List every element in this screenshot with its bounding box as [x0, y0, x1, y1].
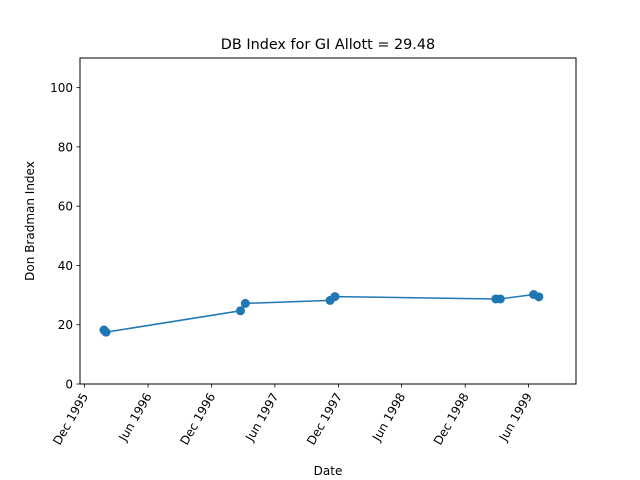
y-tick-label: 100 — [50, 81, 73, 95]
chart-title: DB Index for GI Allott = 29.48 — [221, 37, 435, 53]
y-tick-label: 60 — [58, 200, 73, 214]
data-point — [235, 306, 245, 316]
x-tick-label: Jun 1997 — [242, 391, 281, 445]
y-tick-label: 20 — [58, 318, 73, 332]
y-axis-label: Don Bradman Index — [23, 161, 37, 281]
data-point — [330, 292, 340, 302]
series-line — [103, 293, 540, 333]
y-tick-label: 80 — [58, 140, 73, 154]
x-tick-label: Dec 1998 — [431, 391, 472, 448]
x-tick-label: Dec 1995 — [50, 391, 91, 448]
data-point — [534, 292, 544, 302]
x-tick-label: Dec 1997 — [304, 391, 345, 448]
axes-frame — [79, 57, 577, 385]
data-point — [101, 327, 111, 337]
x-axis: Dec 1995 Jun 1996 Dec 1996 Jun 1997 Dec 1997… — [50, 384, 535, 447]
data-point — [240, 298, 250, 308]
y-tick-label: 0 — [65, 378, 73, 392]
data-point — [495, 294, 505, 304]
y-axis: 0 20 40 60 80 100 — [50, 81, 80, 392]
x-tick-label: Dec 1996 — [177, 391, 218, 448]
x-tick-label: Jun 1996 — [115, 391, 154, 445]
plot-area — [99, 289, 544, 337]
x-tick-label: Jun 1998 — [369, 391, 408, 445]
y-tick-label: 40 — [58, 259, 73, 273]
x-axis-label: Date — [314, 464, 343, 478]
x-tick-label: Jun 1999 — [496, 391, 535, 445]
